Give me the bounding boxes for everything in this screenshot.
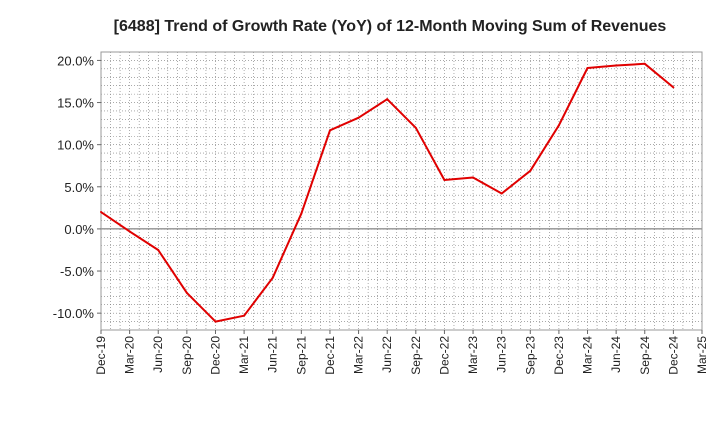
data-point [328, 129, 331, 132]
x-tick-label: Dec-23 [552, 336, 566, 375]
x-axis: Dec-19 Mar-20 Jun-20 Sep-20 Dec-20 Mar-21 Jun-… [94, 330, 709, 375]
grid [101, 51, 702, 331]
x-tick-label: Mar-25 [695, 336, 709, 374]
x-tick-label: Jun-22 [380, 336, 394, 373]
data-point [100, 211, 102, 214]
x-tick-label: Dec-21 [323, 336, 337, 375]
data-point [357, 116, 360, 119]
x-tick-label: Mar-22 [352, 336, 366, 374]
y-tick-label: 5.0% [64, 180, 94, 195]
series-layer [100, 62, 675, 323]
y-tick-label: 10.0% [57, 138, 94, 153]
data-point [300, 212, 303, 215]
data-point [243, 314, 246, 317]
data-point [128, 230, 131, 233]
x-tick-label: Sep-21 [294, 336, 308, 375]
data-point [643, 62, 646, 65]
data-point [414, 126, 417, 129]
x-tick-label: Jun-24 [609, 336, 623, 373]
data-point [443, 179, 446, 182]
x-tick-label: Mar-24 [581, 336, 595, 374]
data-point [185, 291, 188, 294]
data-point [214, 320, 217, 323]
x-tick-label: Mar-20 [123, 336, 137, 374]
x-tick-label: Dec-22 [437, 336, 451, 375]
y-tick-label: 15.0% [57, 96, 94, 111]
y-axis: 20.0% 15.0% 10.0% 5.0% 0.0% -5.0% -10.0% [53, 53, 101, 321]
data-point [271, 276, 274, 279]
x-tick-label: Jun-23 [495, 336, 509, 373]
chart-title: [6488] Trend of Growth Rate (YoY) of 12-… [114, 18, 667, 35]
y-tick-label: 20.0% [57, 53, 94, 68]
x-tick-label: Mar-23 [466, 336, 480, 374]
data-point [386, 98, 389, 101]
data-point [586, 67, 589, 70]
data-point [615, 64, 618, 67]
x-tick-label: Mar-21 [237, 336, 251, 374]
data-point [529, 169, 532, 172]
x-tick-label: Sep-20 [180, 336, 194, 375]
data-point [672, 86, 675, 89]
x-tick-label: Sep-24 [638, 336, 652, 375]
y-tick-label: 0.0% [64, 222, 94, 237]
x-tick-label: Sep-23 [523, 336, 537, 375]
y-tick-label: -5.0% [60, 264, 94, 279]
data-point [157, 248, 160, 251]
data-point [557, 124, 560, 127]
x-tick-label: Dec-24 [666, 336, 680, 375]
x-tick-label: Jun-21 [266, 336, 280, 373]
x-tick-label: Dec-19 [94, 336, 108, 375]
x-tick-label: Jun-20 [151, 336, 165, 373]
data-point [472, 176, 475, 179]
plot-area [100, 51, 703, 331]
x-tick-label: Sep-22 [409, 336, 423, 375]
y-tick-label: -10.0% [53, 306, 95, 321]
x-tick-label: Dec-20 [208, 336, 222, 375]
data-point [500, 192, 503, 195]
